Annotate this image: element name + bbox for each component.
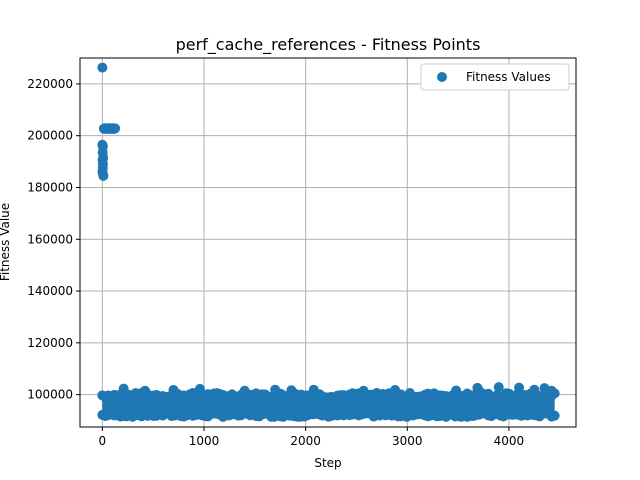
chart-title: perf_cache_references - Fitness Points	[176, 35, 481, 55]
data-point	[239, 385, 250, 396]
plot-frame	[79, 57, 577, 428]
x-tick-label: 4000	[494, 434, 525, 448]
data-point	[97, 62, 108, 73]
grid-lines	[80, 58, 576, 427]
y-tick-label: 120000	[27, 336, 73, 350]
y-axis-label: Fitness Value	[0, 203, 12, 281]
data-point	[546, 385, 557, 396]
data-point	[549, 410, 560, 421]
plot-area	[80, 58, 576, 427]
data-point	[493, 382, 504, 393]
legend: Fitness Values	[420, 63, 570, 91]
data-point	[110, 123, 121, 134]
y-tick-label: 200000	[27, 129, 73, 143]
data-point	[140, 385, 151, 396]
x-axis-label: Step	[314, 456, 341, 470]
y-tick-label: 220000	[27, 77, 73, 91]
data-point	[286, 385, 297, 396]
data-point	[168, 384, 179, 395]
y-tick-label: 100000	[27, 388, 73, 402]
x-tick-label: 1000	[189, 434, 220, 448]
y-tick-label: 160000	[27, 232, 73, 246]
data-point	[98, 170, 109, 181]
data-point	[529, 384, 540, 395]
y-axis-ticks: 100000 120000 140000 160000 180000 200000 2200…	[27, 77, 80, 402]
data-point	[308, 384, 319, 395]
data-point	[514, 382, 525, 393]
y-tick-label: 140000	[27, 284, 73, 298]
x-axis-ticks: 0 1000 2000 3000 4000	[99, 427, 525, 448]
x-tick-label: 2000	[290, 434, 321, 448]
x-tick-label: 3000	[392, 434, 423, 448]
data-point	[390, 384, 401, 395]
data-points	[97, 62, 560, 422]
y-tick-label: 180000	[27, 180, 73, 194]
legend-label: Fitness Values	[466, 70, 551, 84]
data-point	[118, 383, 129, 394]
data-point	[270, 384, 281, 395]
legend-box	[420, 63, 570, 91]
legend-marker	[437, 72, 447, 82]
data-point	[194, 383, 205, 394]
data-point	[358, 385, 369, 396]
data-point	[451, 385, 462, 396]
data-point	[473, 384, 484, 395]
x-tick-label: 0	[99, 434, 107, 448]
